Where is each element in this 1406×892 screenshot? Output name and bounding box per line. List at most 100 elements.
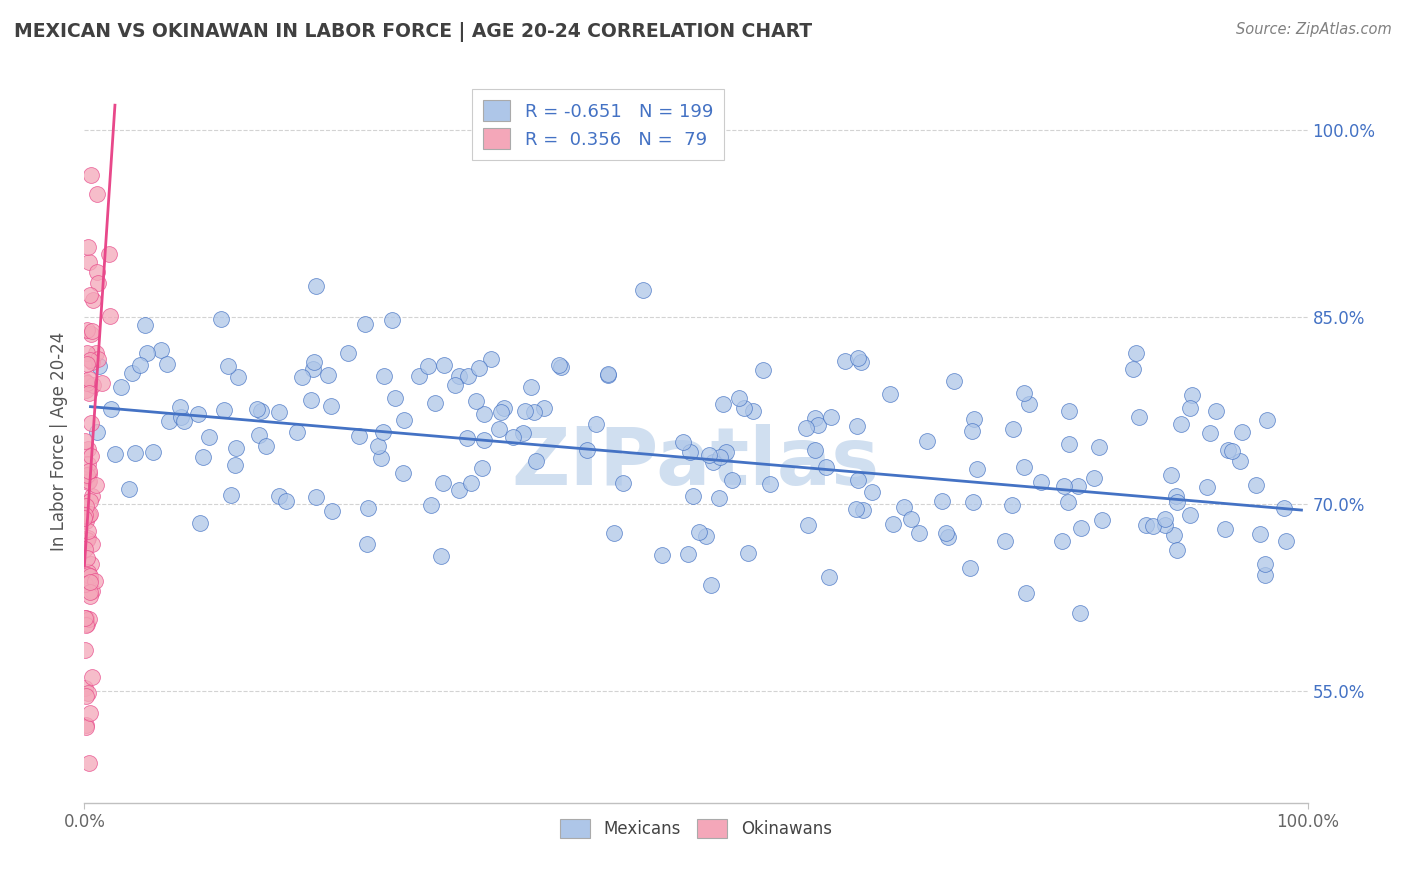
Point bbox=[79, 464, 101, 478]
Point bbox=[76, 323, 98, 337]
Point bbox=[879, 386, 901, 401]
Point bbox=[80, 326, 103, 341]
Point bbox=[79, 589, 101, 603]
Point bbox=[1195, 480, 1218, 494]
Point bbox=[741, 404, 763, 418]
Point bbox=[1253, 558, 1275, 572]
Point bbox=[77, 385, 100, 400]
Point bbox=[73, 511, 96, 525]
Point bbox=[931, 493, 953, 508]
Point bbox=[76, 686, 98, 700]
Point bbox=[75, 470, 97, 484]
Point bbox=[79, 584, 101, 599]
Point bbox=[134, 318, 156, 333]
Point bbox=[76, 720, 98, 734]
Point bbox=[695, 529, 717, 543]
Point bbox=[75, 576, 97, 591]
Point bbox=[79, 572, 101, 586]
Point bbox=[449, 368, 471, 383]
Point bbox=[547, 359, 569, 373]
Point bbox=[1012, 460, 1035, 475]
Point bbox=[849, 355, 872, 369]
Point bbox=[1249, 526, 1271, 541]
Point bbox=[91, 376, 114, 391]
Point bbox=[75, 718, 97, 732]
Point bbox=[75, 643, 97, 657]
Point bbox=[254, 439, 277, 453]
Point bbox=[76, 616, 98, 631]
Point bbox=[1218, 442, 1240, 457]
Point bbox=[1014, 386, 1036, 401]
Point bbox=[585, 417, 607, 431]
Point bbox=[75, 541, 97, 556]
Point bbox=[370, 450, 392, 465]
Point bbox=[1180, 401, 1202, 415]
Point bbox=[79, 288, 101, 302]
Point bbox=[1135, 517, 1157, 532]
Point bbox=[1142, 519, 1164, 533]
Point bbox=[612, 475, 634, 490]
Point bbox=[250, 404, 273, 418]
Point bbox=[1256, 413, 1278, 427]
Point bbox=[820, 410, 842, 425]
Point bbox=[752, 363, 775, 377]
Point bbox=[472, 407, 495, 421]
Text: Source: ZipAtlas.com: Source: ZipAtlas.com bbox=[1236, 22, 1392, 37]
Point bbox=[384, 391, 406, 405]
Point bbox=[80, 168, 103, 182]
Point bbox=[807, 417, 830, 432]
Point bbox=[79, 575, 101, 590]
Point bbox=[392, 466, 415, 480]
Point bbox=[1205, 403, 1227, 417]
Point bbox=[1163, 528, 1185, 542]
Point bbox=[1178, 508, 1201, 522]
Point bbox=[316, 368, 339, 382]
Point bbox=[291, 369, 314, 384]
Point bbox=[456, 431, 478, 445]
Point bbox=[471, 460, 494, 475]
Point bbox=[803, 443, 825, 458]
Point bbox=[468, 360, 491, 375]
Point bbox=[846, 351, 869, 365]
Point bbox=[1230, 425, 1253, 440]
Point bbox=[79, 706, 101, 720]
Point bbox=[419, 498, 441, 512]
Point bbox=[75, 617, 97, 632]
Point bbox=[900, 511, 922, 525]
Point bbox=[1018, 397, 1040, 411]
Point bbox=[305, 491, 328, 505]
Point bbox=[416, 359, 439, 373]
Point bbox=[1070, 521, 1092, 535]
Point bbox=[1057, 495, 1080, 509]
Point bbox=[86, 277, 108, 291]
Point bbox=[79, 508, 101, 522]
Point bbox=[77, 756, 100, 771]
Point bbox=[479, 352, 502, 367]
Point bbox=[474, 433, 496, 447]
Point bbox=[110, 380, 132, 394]
Point bbox=[77, 508, 100, 523]
Point bbox=[76, 240, 98, 254]
Point bbox=[1166, 495, 1188, 509]
Point bbox=[79, 494, 101, 508]
Point bbox=[682, 489, 704, 503]
Point bbox=[212, 403, 235, 417]
Point bbox=[274, 494, 297, 508]
Point bbox=[86, 425, 108, 439]
Point bbox=[76, 475, 98, 489]
Point bbox=[707, 491, 730, 505]
Point bbox=[1220, 444, 1243, 458]
Point bbox=[1154, 518, 1177, 533]
Point bbox=[76, 376, 98, 390]
Point bbox=[1254, 567, 1277, 582]
Point bbox=[82, 324, 104, 338]
Point bbox=[1053, 479, 1076, 493]
Point bbox=[247, 428, 270, 442]
Point bbox=[699, 577, 721, 591]
Point bbox=[1001, 498, 1024, 512]
Point bbox=[994, 533, 1017, 548]
Point bbox=[408, 368, 430, 383]
Point bbox=[794, 421, 817, 435]
Y-axis label: In Labor Force | Age 20-24: In Labor Force | Age 20-24 bbox=[49, 332, 67, 551]
Point bbox=[84, 574, 107, 588]
